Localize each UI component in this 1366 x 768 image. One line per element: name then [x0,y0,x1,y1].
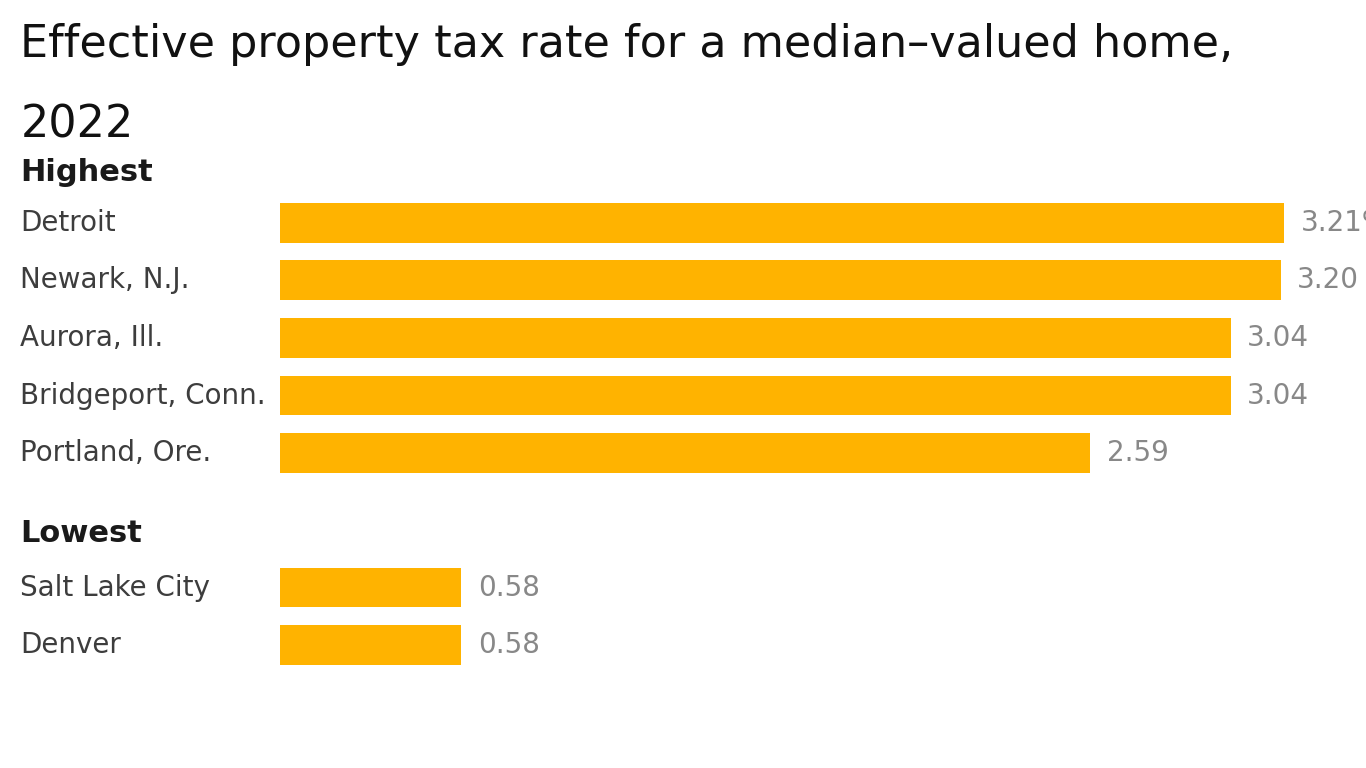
Text: Bridgeport, Conn.: Bridgeport, Conn. [20,382,266,409]
Text: Newark, N.J.: Newark, N.J. [20,266,190,294]
Text: 3.04: 3.04 [1247,382,1309,409]
Text: 3.21%: 3.21% [1300,209,1366,237]
Text: Lowest: Lowest [20,519,142,548]
Text: 2022: 2022 [20,104,134,147]
Text: Effective property tax rate for a median–valued home,: Effective property tax rate for a median… [20,23,1233,66]
Text: Denver: Denver [20,631,122,659]
Text: Salt Lake City: Salt Lake City [20,574,210,601]
Text: Aurora, Ill.: Aurora, Ill. [20,324,164,352]
Text: 3.20: 3.20 [1298,266,1359,294]
Text: 2.59: 2.59 [1106,439,1168,467]
Text: 0.58: 0.58 [478,574,540,601]
Text: 3.04: 3.04 [1247,324,1309,352]
Text: Portland, Ore.: Portland, Ore. [20,439,212,467]
Text: 0.58: 0.58 [478,631,540,659]
Text: Detroit: Detroit [20,209,116,237]
Text: Highest: Highest [20,158,153,187]
